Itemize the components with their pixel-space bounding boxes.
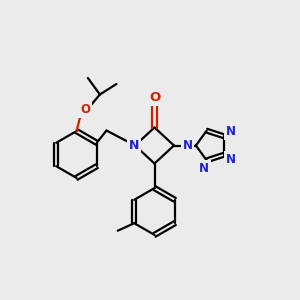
Text: N: N xyxy=(182,139,193,152)
Text: O: O xyxy=(149,91,160,104)
Text: N: N xyxy=(226,153,236,166)
Text: N: N xyxy=(226,125,236,138)
Text: N: N xyxy=(129,139,140,152)
Text: O: O xyxy=(80,103,90,116)
Text: N: N xyxy=(199,162,209,175)
